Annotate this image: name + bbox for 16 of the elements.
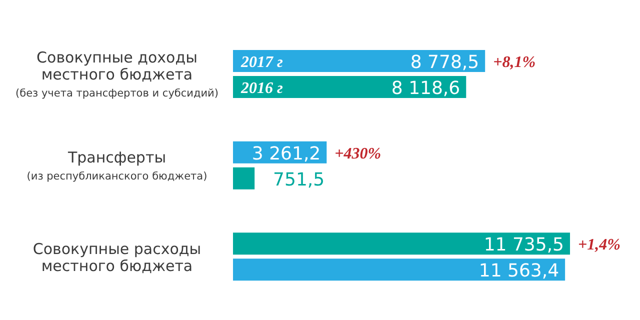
annotation: +430% (334, 145, 382, 162)
data-label: 11 735,5 (484, 234, 564, 256)
text: +1,4% (578, 236, 620, 254)
series-label: 2016 г (240, 80, 283, 97)
bar (233, 167, 255, 190)
bar (233, 50, 486, 72)
data-label: 8 778,5 (410, 52, 480, 73)
data-label: 751,5 (273, 169, 325, 190)
series-label: 2017 г (240, 54, 283, 71)
data-label: 8 118,6 (391, 78, 460, 99)
y-tick-label: Трансферты (из республиканского бюджета) (26, 148, 208, 182)
data-label: 3 261,2 (252, 143, 321, 164)
data-label: 11 563,4 (478, 260, 560, 282)
annotation: +8,1% (493, 54, 536, 71)
y-tick-label: Совокупные доходы местного бюджета (без учета трансфертов и субсидий) (16, 48, 218, 100)
y-tick-label: Совокупные расходы местного бюджета (32, 240, 202, 275)
